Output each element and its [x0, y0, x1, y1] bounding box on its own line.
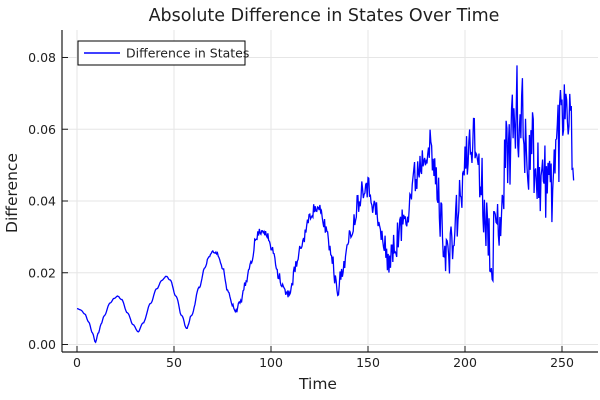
chart-title: Absolute Difference in States Over Time	[149, 6, 500, 26]
x-tick-label: 150	[356, 355, 380, 370]
x-tick-label: 50	[166, 355, 182, 370]
legend-entry-label: Difference in States	[126, 46, 249, 61]
x-axis-label: Time	[298, 375, 337, 393]
y-tick-label: 0.02	[28, 265, 56, 280]
legend: Difference in States	[77, 40, 249, 66]
x-tick-label: 200	[453, 355, 477, 370]
y-tick-label: 0.08	[28, 50, 56, 65]
y-tick-label: 0.06	[28, 122, 56, 137]
x-tick-label: 100	[259, 355, 283, 370]
y-axis-label: Difference	[3, 153, 21, 233]
x-tick-label: 0	[73, 355, 81, 370]
y-tick-label: 0.00	[28, 337, 56, 352]
x-tick-label: 250	[550, 355, 574, 370]
difference-line-series	[76, 65, 575, 344]
axes	[61, 30, 598, 353]
y-tick-label: 0.04	[28, 194, 56, 209]
data-series-layer	[76, 65, 575, 344]
